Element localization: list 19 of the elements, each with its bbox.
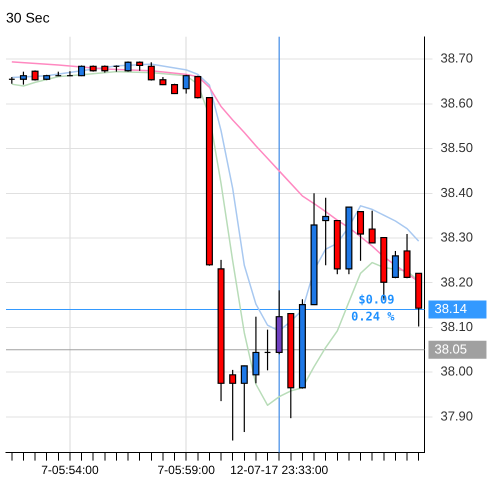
y-tick-label: 38.70 <box>440 50 474 66</box>
y-tick-label: 37.90 <box>440 408 474 424</box>
ref-line-label: 38.14 <box>434 301 468 316</box>
y-tick-label: 38.30 <box>440 230 474 245</box>
x-tick-label: 7-05:59:00 <box>157 463 216 478</box>
x-tick-label: 12-07-17 23:33:00 <box>230 463 329 478</box>
y-tick-label: 38.40 <box>440 184 474 200</box>
x-tick-label: 7-05:54:00 <box>41 463 99 478</box>
candlestick <box>54 71 62 77</box>
y-tick-label: 38.00 <box>440 364 474 379</box>
y-tick-label: 38.60 <box>440 95 474 110</box>
candlestick <box>8 76 16 84</box>
ref-line-label: 38.05 <box>434 341 468 356</box>
annotation: $0.09 <box>358 292 394 307</box>
chart-title: 30 Sec <box>6 9 50 26</box>
annotation: 0.24 % <box>351 310 396 324</box>
y-tick-label: 38.10 <box>440 318 474 334</box>
y-tick-label: 38.20 <box>440 274 474 290</box>
y-tick-label: 38.50 <box>440 140 474 156</box>
